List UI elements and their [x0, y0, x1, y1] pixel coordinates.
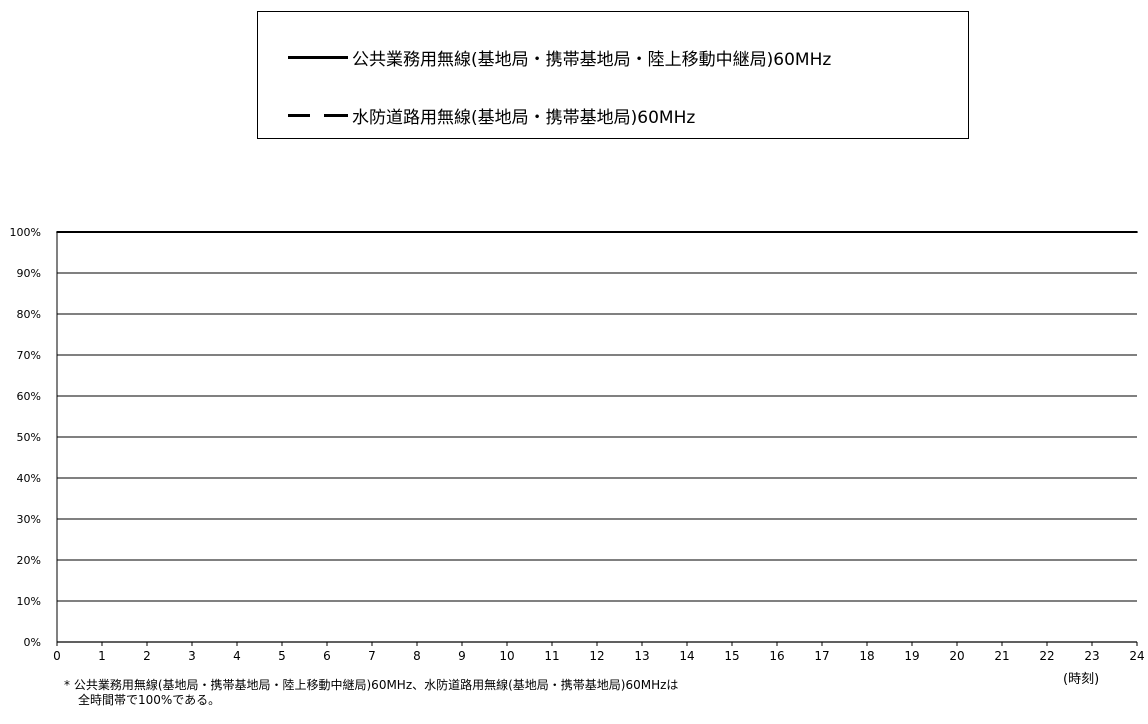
y-tick-label: 10% [17, 595, 41, 608]
x-tick-label: 17 [814, 649, 829, 663]
y-tick-label: 80% [17, 308, 41, 321]
x-tick-label: 22 [1039, 649, 1054, 663]
data-point-flood-road-radio [1001, 231, 1003, 233]
x-tick-label: 5 [278, 649, 286, 663]
x-tick-label: 14 [679, 649, 694, 663]
data-point-flood-road-radio [281, 231, 283, 233]
y-tick-label: 0% [24, 636, 41, 649]
data-point-flood-road-radio [911, 231, 913, 233]
y-tick-label: 20% [17, 554, 41, 567]
y-tick-label: 90% [17, 267, 41, 280]
data-point-flood-road-radio [686, 231, 688, 233]
data-point-flood-road-radio [641, 231, 643, 233]
data-point-flood-road-radio [551, 231, 553, 233]
y-tick-label: 30% [17, 513, 41, 526]
x-tick-label: 1 [98, 649, 106, 663]
x-tick-label: 9 [458, 649, 466, 663]
y-tick-label: 100% [10, 226, 41, 239]
footnote-line-1: * 公共業務用無線(基地局・携帯基地局・陸上移動中継局)60MHz、水防道路用無… [64, 678, 679, 692]
data-point-flood-road-radio [191, 231, 193, 233]
occupancy-line-chart: 0%10%20%30%40%50%60%70%80%90%100%0 1 2 3 4 5 6… [10, 226, 1145, 663]
footnote-line-2: 全時間帯で100%である。 [78, 693, 221, 707]
data-point-flood-road-radio [1046, 231, 1048, 233]
data-point-flood-road-radio [101, 231, 103, 233]
x-tick-label: 4 [233, 649, 241, 663]
x-tick-label: 3 [188, 649, 196, 663]
data-point-flood-road-radio [371, 231, 373, 233]
x-tick-label: 12 [589, 649, 604, 663]
x-tick-label: 7 [368, 649, 376, 663]
data-point-flood-road-radio [326, 231, 328, 233]
x-tick-label: 24 [1129, 649, 1144, 663]
data-point-flood-road-radio [1091, 231, 1093, 233]
data-point-flood-road-radio [731, 231, 733, 233]
dashed-line-swatch [288, 113, 348, 117]
data-point-flood-road-radio [236, 231, 238, 233]
y-tick-label: 70% [17, 349, 41, 362]
data-point-flood-road-radio [461, 231, 463, 233]
y-tick-label: 50% [17, 431, 41, 444]
legend-label: 水防道路用無線(基地局・携帯基地局)60MHz [352, 107, 696, 128]
x-tick-label: 16 [769, 649, 784, 663]
x-tick-label: 0 [53, 649, 61, 663]
legend-item-flood-road-radio: 水防道路用無線(基地局・携帯基地局)60MHz [258, 100, 695, 130]
y-tick-label: 40% [17, 472, 41, 485]
data-point-flood-road-radio [416, 231, 418, 233]
y-tick-label: 60% [17, 390, 41, 403]
x-tick-label: 23 [1084, 649, 1099, 663]
x-tick-label: 8 [413, 649, 421, 663]
x-tick-label: 10 [499, 649, 514, 663]
solid-line-swatch [288, 55, 348, 59]
x-tick-label: 6 [323, 649, 331, 663]
x-tick-label: 19 [904, 649, 919, 663]
chart-legend: 公共業務用無線(基地局・携帯基地局・陸上移動中継局)60MHz 水防道路用無線(… [257, 11, 969, 139]
x-tick-label: 21 [994, 649, 1009, 663]
data-point-flood-road-radio [1136, 231, 1138, 233]
legend-item-public-radio: 公共業務用無線(基地局・携帯基地局・陸上移動中継局)60MHz [258, 42, 831, 72]
x-tick-label: 18 [859, 649, 874, 663]
x-tick-label: 11 [544, 649, 559, 663]
x-tick-label: 20 [949, 649, 964, 663]
data-point-flood-road-radio [956, 231, 958, 233]
x-tick-label: 2 [143, 649, 151, 663]
data-point-flood-road-radio [776, 231, 778, 233]
x-axis-label: (時刻) [1063, 672, 1100, 687]
data-point-flood-road-radio [56, 231, 58, 233]
data-point-flood-road-radio [866, 231, 868, 233]
x-tick-label: 15 [724, 649, 739, 663]
data-point-flood-road-radio [596, 231, 598, 233]
data-point-flood-road-radio [506, 231, 508, 233]
data-point-flood-road-radio [146, 231, 148, 233]
data-point-flood-road-radio [821, 231, 823, 233]
legend-label: 公共業務用無線(基地局・携帯基地局・陸上移動中継局)60MHz [352, 49, 832, 70]
x-tick-label: 13 [634, 649, 649, 663]
